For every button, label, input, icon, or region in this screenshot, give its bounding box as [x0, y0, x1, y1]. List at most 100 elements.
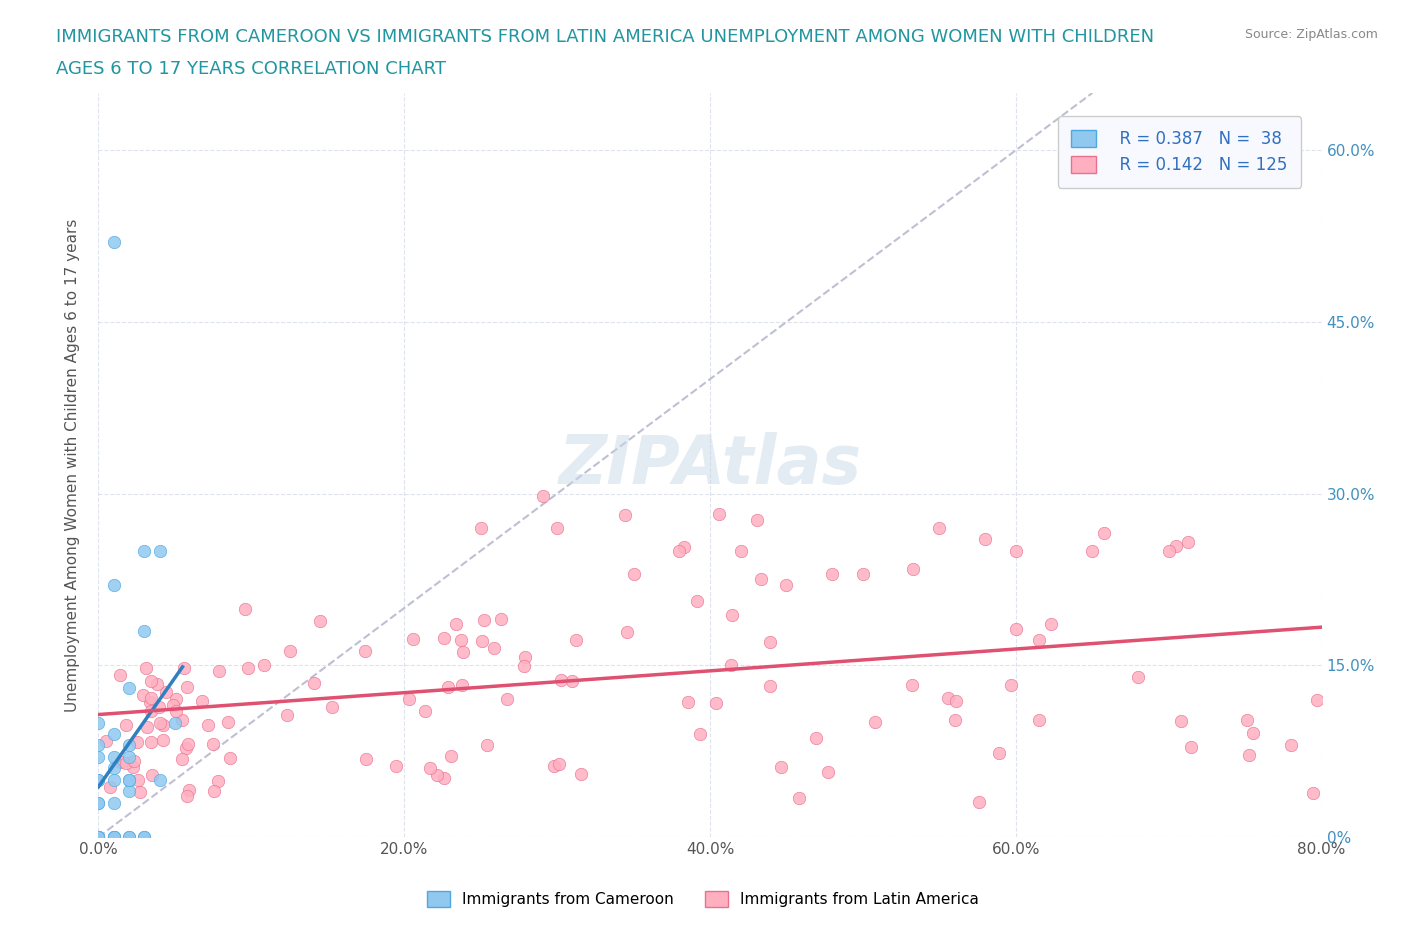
Point [1236, 713, 1258, 728]
Point [817, 764, 839, 779]
Point [1004, 543, 1026, 558]
Point [938, 691, 960, 706]
Point [668, 543, 690, 558]
Point [852, 566, 875, 581]
Point [165, 704, 187, 719]
Point [103, 830, 125, 844]
Point [87, 830, 110, 844]
Point [623, 566, 645, 581]
Point [233, 602, 256, 617]
Point [928, 521, 950, 536]
Point [173, 660, 195, 675]
Point [616, 625, 638, 640]
Point [402, 631, 425, 646]
Point [103, 830, 125, 844]
Point [477, 737, 499, 752]
Point [202, 737, 225, 751]
Point [219, 751, 242, 765]
Point [127, 773, 149, 788]
Legend:   R = 0.387   N =  38,   R = 0.142   N = 125: R = 0.387 N = 38, R = 0.142 N = 125 [1057, 116, 1301, 188]
Point [134, 830, 156, 844]
Point [440, 749, 463, 764]
Point [749, 572, 772, 587]
Point [1306, 692, 1329, 707]
Point [134, 543, 156, 558]
Point [433, 631, 456, 645]
Point [759, 678, 782, 693]
Point [122, 760, 145, 775]
Point [136, 720, 159, 735]
Point [148, 699, 170, 714]
Point [134, 623, 156, 638]
Point [689, 726, 711, 741]
Point [543, 758, 565, 773]
Point [141, 767, 163, 782]
Point [721, 607, 744, 622]
Point [450, 678, 472, 693]
Y-axis label: Unemployment Among Women with Children Ages 6 to 17 years: Unemployment Among Women with Children A… [65, 219, 80, 711]
Point [515, 649, 537, 664]
Point [134, 830, 156, 844]
Point [685, 593, 707, 608]
Point [1166, 538, 1188, 553]
Point [118, 772, 141, 787]
Point [103, 726, 125, 741]
Point [758, 634, 780, 649]
Point [863, 715, 886, 730]
Point [561, 673, 583, 688]
Legend: Immigrants from Cameroon, Immigrants from Latin America: Immigrants from Cameroon, Immigrants fro… [422, 884, 984, 913]
Point [548, 757, 571, 772]
Point [87, 830, 110, 844]
Point [672, 539, 695, 554]
Point [495, 691, 517, 706]
Point [87, 795, 110, 810]
Point [1092, 525, 1115, 540]
Point [176, 741, 198, 756]
Point [709, 507, 731, 522]
Point [129, 784, 152, 799]
Point [565, 633, 588, 648]
Point [1170, 714, 1192, 729]
Point [747, 512, 769, 527]
Point [1241, 725, 1264, 740]
Point [146, 676, 169, 691]
Point [1081, 543, 1104, 558]
Point [901, 678, 924, 693]
Point [103, 761, 125, 776]
Point [152, 733, 174, 748]
Point [1028, 712, 1050, 727]
Point [482, 640, 505, 655]
Point [1128, 670, 1150, 684]
Point [276, 707, 298, 722]
Point [118, 738, 141, 753]
Point [124, 753, 146, 768]
Point [531, 489, 554, 504]
Point [1039, 617, 1062, 631]
Point [278, 644, 301, 658]
Point [118, 750, 141, 764]
Point [720, 658, 742, 672]
Point [413, 704, 436, 719]
Point [125, 735, 148, 750]
Point [141, 704, 163, 719]
Point [176, 737, 198, 751]
Point [974, 532, 997, 547]
Point [155, 684, 177, 699]
Point [115, 718, 138, 733]
Point [1302, 785, 1324, 800]
Point [769, 760, 792, 775]
Point [103, 830, 125, 844]
Point [118, 830, 141, 844]
Point [354, 644, 377, 658]
Point [202, 784, 225, 799]
Point [87, 772, 110, 787]
Point [208, 663, 231, 678]
Point [988, 745, 1011, 760]
Point [1279, 738, 1302, 753]
Point [191, 694, 214, 709]
Point [139, 673, 162, 688]
Point [309, 613, 332, 628]
Point [87, 715, 110, 730]
Point [901, 562, 924, 577]
Point [94, 734, 117, 749]
